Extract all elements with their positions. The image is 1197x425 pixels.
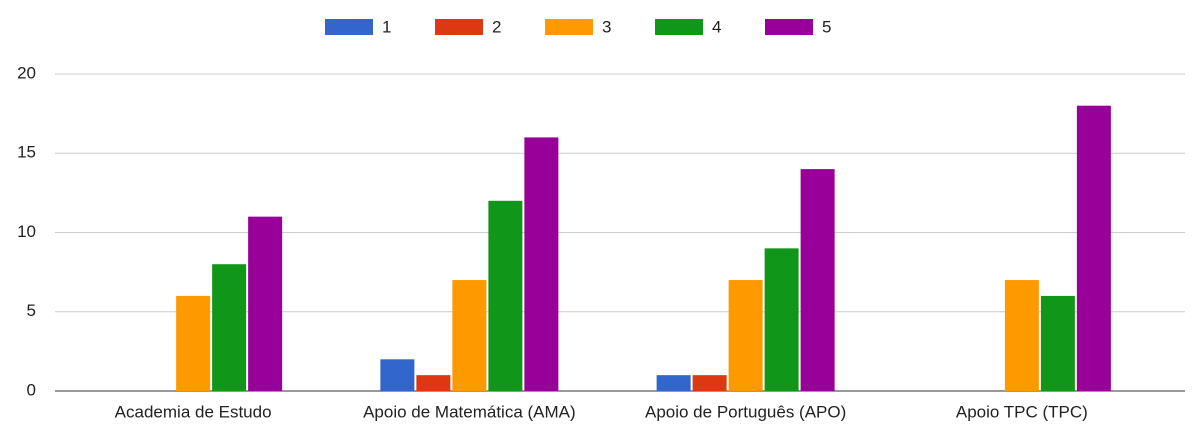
y-tick-label: 0	[27, 380, 36, 399]
legend-label: 4	[712, 17, 721, 36]
bar	[416, 375, 451, 391]
y-tick-label: 10	[17, 222, 36, 241]
y-tick-label: 5	[27, 301, 36, 320]
legend-swatch	[325, 19, 373, 35]
legend-swatch	[655, 19, 703, 35]
x-tick-label: Apoio TPC (TPC)	[956, 402, 1088, 421]
bar	[452, 280, 487, 391]
bar	[488, 200, 523, 391]
legend-label: 3	[602, 17, 611, 36]
bar	[1040, 295, 1075, 391]
bar	[692, 375, 727, 391]
bar	[212, 264, 247, 391]
legend-swatch	[765, 19, 813, 35]
legend-label: 1	[382, 17, 391, 36]
bar	[1004, 280, 1039, 391]
bar	[176, 295, 211, 391]
bar	[800, 169, 835, 391]
x-tick-label: Apoio de Matemática (AMA)	[363, 402, 576, 421]
legend-swatch	[435, 19, 483, 35]
bar	[764, 248, 799, 391]
x-tick-label: Apoio de Português (APO)	[645, 402, 846, 421]
bar	[656, 375, 691, 391]
y-tick-label: 15	[17, 143, 36, 162]
bar	[728, 280, 763, 391]
y-tick-label: 20	[17, 63, 36, 82]
legend-swatch	[545, 19, 593, 35]
bar	[380, 359, 415, 391]
bar	[248, 216, 283, 391]
bar	[524, 137, 559, 391]
legend-label: 5	[822, 17, 831, 36]
bar	[1076, 105, 1111, 391]
legend-label: 2	[492, 17, 501, 36]
x-tick-label: Academia de Estudo	[115, 402, 272, 421]
